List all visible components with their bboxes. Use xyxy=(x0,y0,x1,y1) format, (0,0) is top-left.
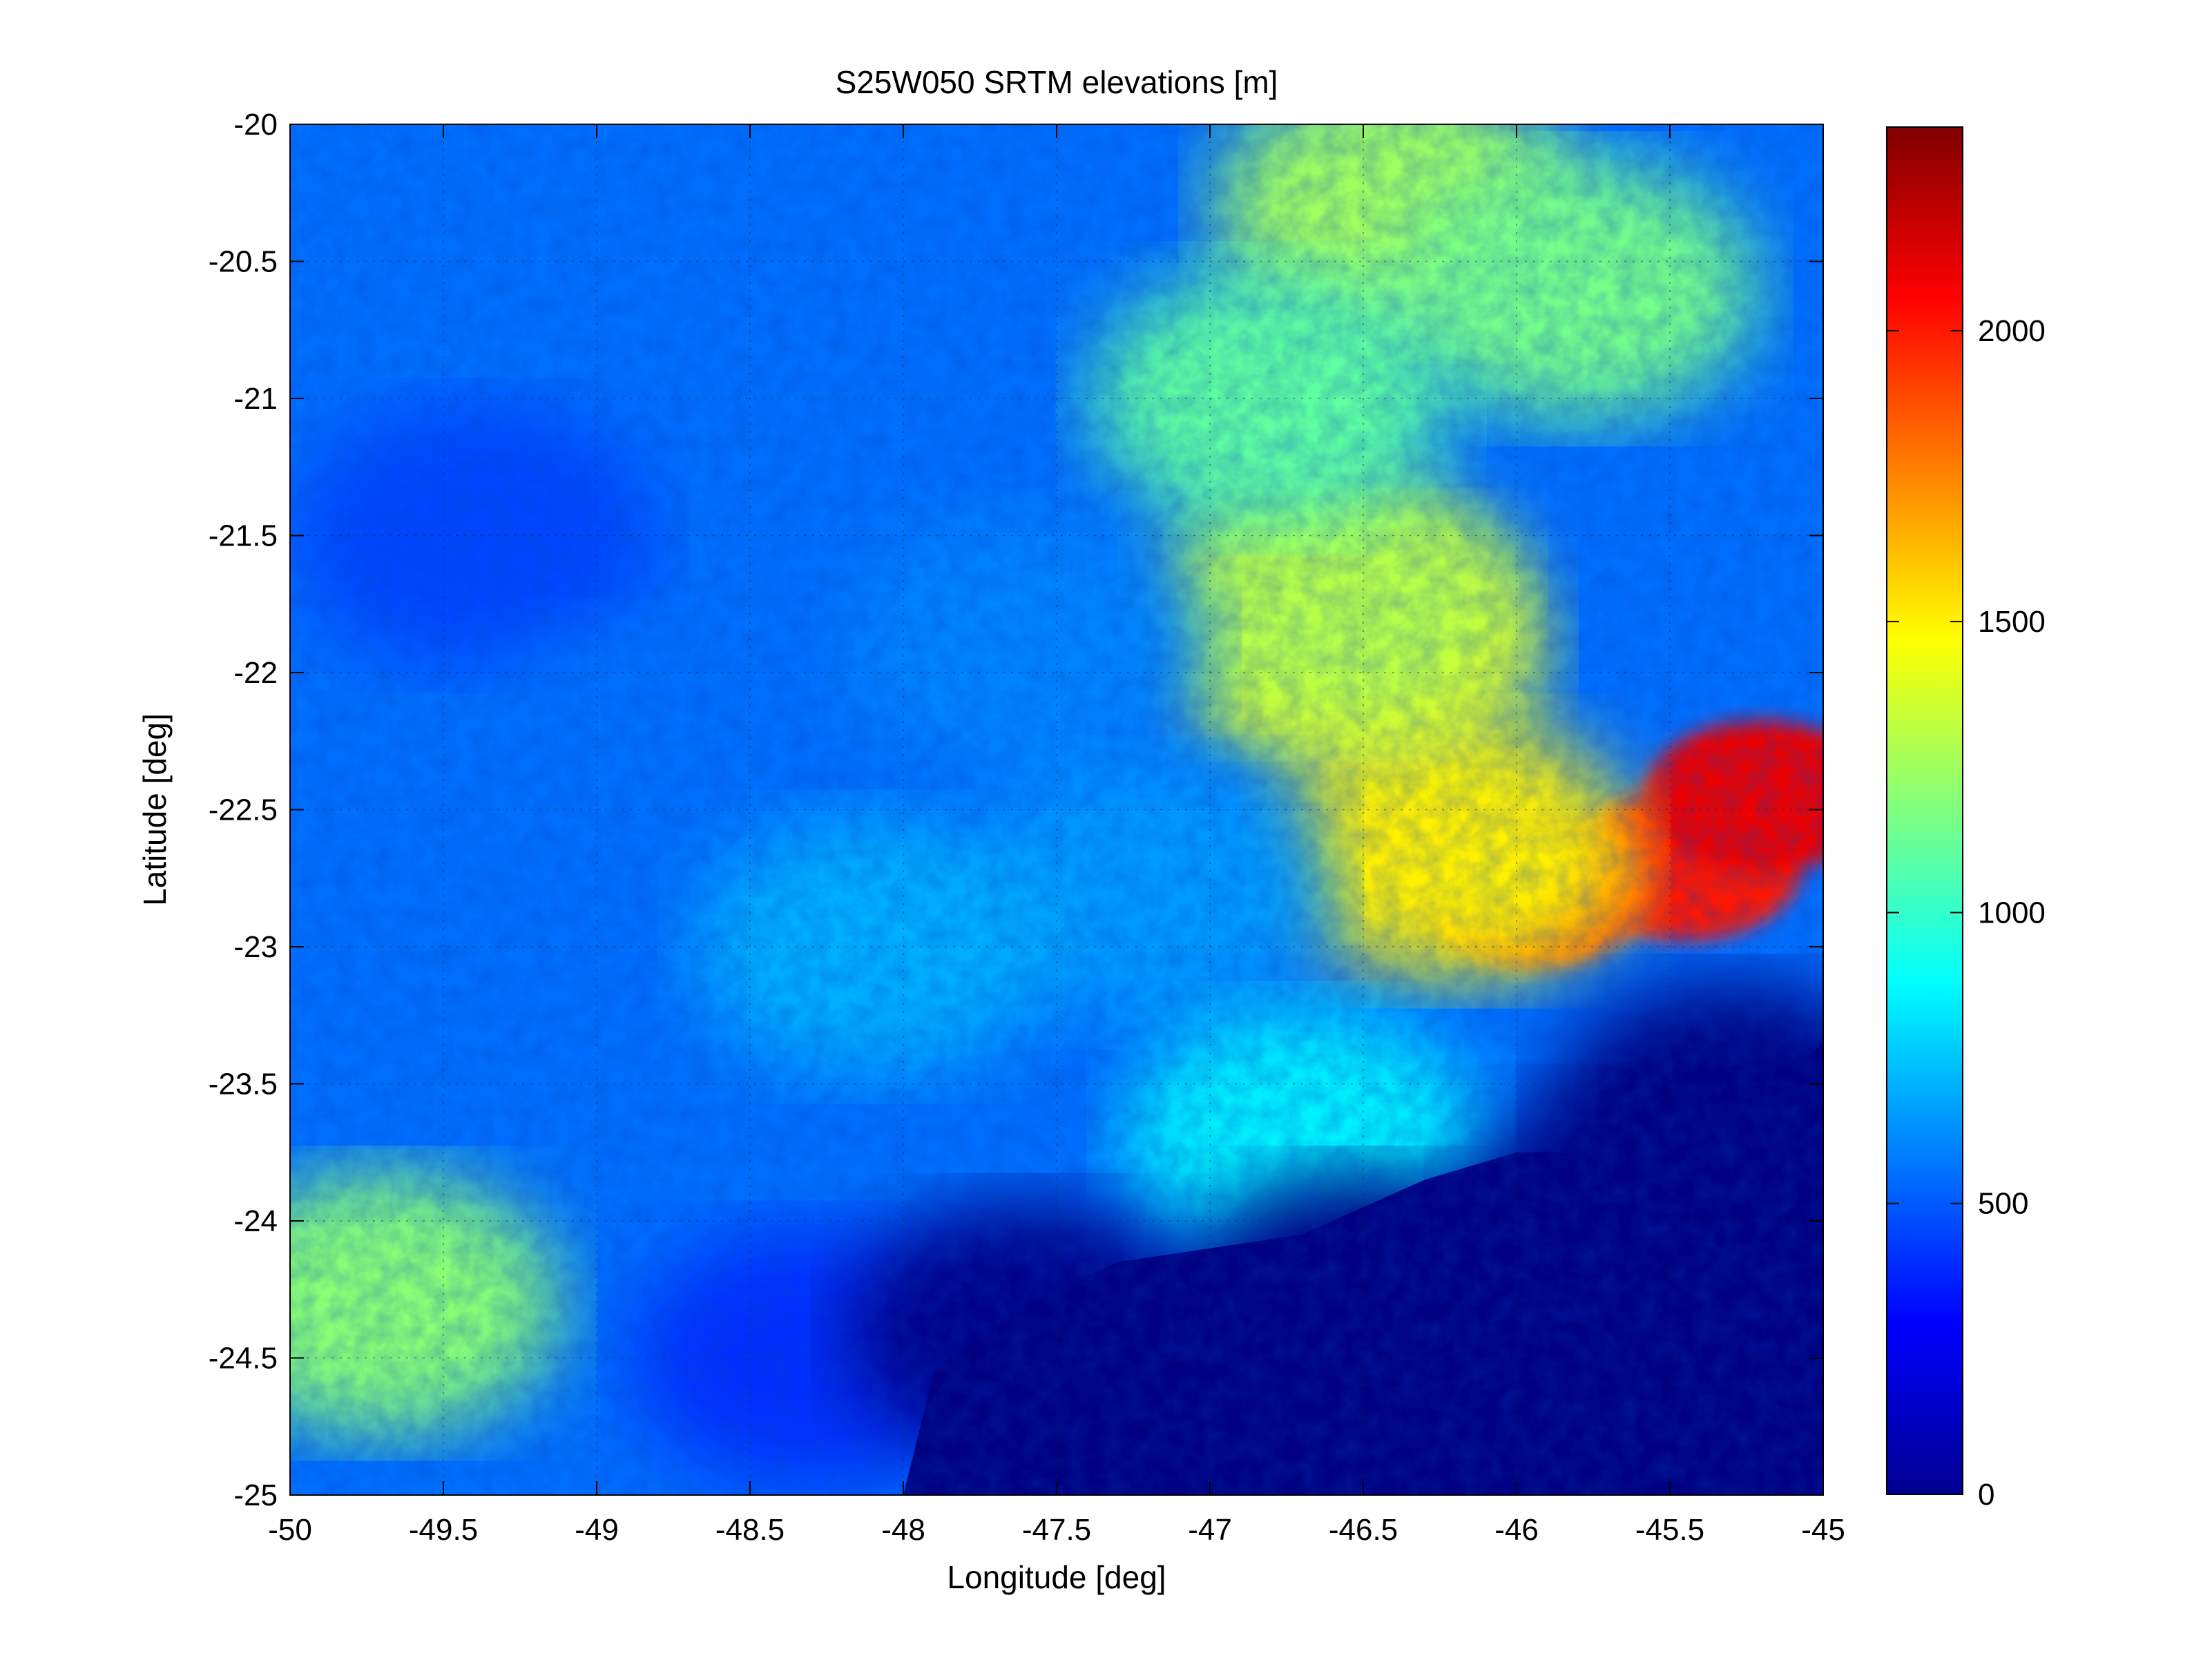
y-axis-label: Latitude [deg] xyxy=(137,713,173,906)
y-tick-label: -24 xyxy=(233,1204,278,1238)
terrain-texture xyxy=(290,124,1823,1495)
x-tick-label: -45.5 xyxy=(1635,1513,1704,1547)
x-axis-label: Longitude [deg] xyxy=(947,1559,1166,1595)
x-tick-label: -46 xyxy=(1494,1513,1539,1547)
y-axis: -20 -20.5 -21 -21.5 -22 -22.5 -23 -23.5 -24 -24.5… xyxy=(209,108,1823,1512)
colorbar-tick-label: 0 xyxy=(1978,1478,1994,1512)
colorbar: 0 500 1000 1500 2000 xyxy=(1886,126,2046,1512)
x-tick-label: -47 xyxy=(1188,1513,1232,1547)
y-tick-label: -21.5 xyxy=(209,519,278,553)
y-tick-label: -20 xyxy=(233,108,278,142)
x-tick-label: -47.5 xyxy=(1022,1513,1091,1547)
colorbar-ticks: 0 500 1000 1500 2000 xyxy=(1887,314,2046,1512)
colorbar-tick-label: 1500 xyxy=(1978,605,2046,639)
y-tick-label: -21 xyxy=(233,382,278,416)
x-tick-label: -48.5 xyxy=(715,1513,785,1547)
x-tick-label: -49 xyxy=(575,1513,619,1547)
y-tick-label: -20.5 xyxy=(209,245,278,279)
colorbar-tick-label: 1000 xyxy=(1978,896,2046,929)
y-tick-label: -25 xyxy=(233,1478,278,1512)
colorbar-tick-label: 500 xyxy=(1978,1187,2028,1221)
x-tick-label: -49.5 xyxy=(409,1513,478,1547)
y-tick-label: -23 xyxy=(233,930,278,964)
y-tick-label: -24.5 xyxy=(209,1342,278,1376)
y-tick-label: -22.5 xyxy=(209,793,278,827)
x-tick-label: -50 xyxy=(268,1513,312,1547)
plot-area: -50 -49.5 -49 -48.5 -48 -47.5 -47 -46.5 -46 -45.5… xyxy=(209,108,1845,1547)
x-axis: -50 -49.5 -49 -48.5 -48 -47.5 -47 -46.5 -46 -45.5… xyxy=(268,124,1845,1547)
chart-title: S25W050 SRTM elevations [m] xyxy=(836,64,1278,100)
y-tick-label: -23.5 xyxy=(209,1068,278,1101)
y-tick-label: -22 xyxy=(233,656,278,690)
x-tick-label: -45 xyxy=(1801,1513,1845,1547)
colorbar-tick-label: 2000 xyxy=(1978,314,2046,348)
x-tick-label: -48 xyxy=(881,1513,925,1547)
colorbar-gradient xyxy=(1886,126,1963,1495)
x-tick-label: -46.5 xyxy=(1329,1513,1398,1547)
